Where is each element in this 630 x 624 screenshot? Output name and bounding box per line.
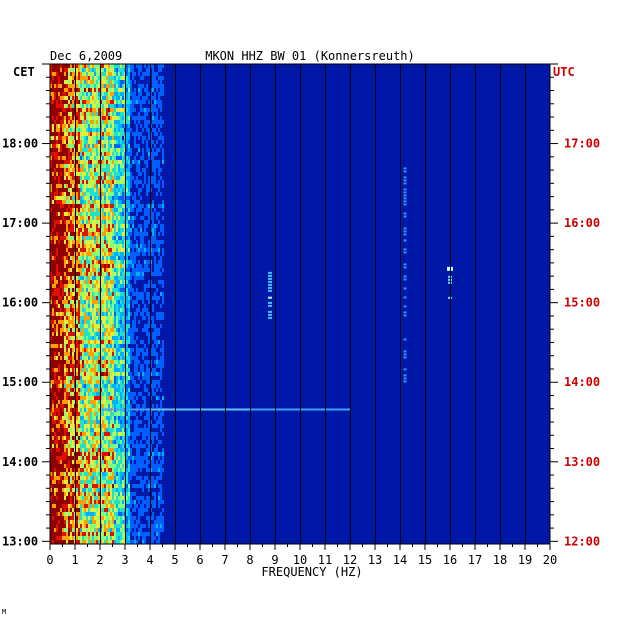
x-tick-label: 2: [96, 553, 103, 567]
x-tick-label: 18: [493, 553, 507, 567]
left-tick-label: 18:00: [2, 137, 38, 151]
right-tick-label: 17:00: [564, 137, 600, 151]
left-time-axis: 13:00 14:00 15:00 16:00 17:00 18:00: [2, 63, 50, 548]
x-tick-label: 0: [46, 553, 53, 567]
right-tick-label: 15:00: [564, 296, 600, 310]
x-tick-label: 11: [318, 553, 332, 567]
x-tick-label: 4: [146, 553, 153, 567]
x-tick-label: 1: [71, 553, 78, 567]
right-tick-label: 12:00: [564, 534, 600, 548]
right-tick-label: 16:00: [564, 216, 600, 230]
x-tick-label: 10: [293, 553, 307, 567]
x-tick-label: 16: [443, 553, 457, 567]
left-timezone-label: CET: [13, 65, 35, 79]
x-tick-label: 12: [343, 553, 357, 567]
left-tick-label: 16:00: [2, 296, 38, 310]
footer-mark: M: [2, 608, 6, 616]
left-tick-label: 13:00: [2, 534, 38, 548]
left-tick-label: 14:00: [2, 455, 38, 469]
right-time-axis: 12:00 13:00 14:00 15:00 16:00 17:00: [550, 63, 600, 548]
x-tick-label: 17: [468, 553, 482, 567]
x-tick-label: 13: [368, 553, 382, 567]
chart-title: MKON HHZ BW 01 (Konnersreuth): [205, 49, 415, 63]
x-axis-label: FREQUENCY (HZ): [261, 565, 362, 579]
x-axis-ticks: 0 1 2 3 4 5 6 7 8 9 10 11 12 13 14 15 16 17 18 19 20: [46, 544, 557, 567]
left-tick-label: 17:00: [2, 216, 38, 230]
x-tick-label: 15: [418, 553, 432, 567]
x-tick-label: 9: [271, 553, 278, 567]
left-tick-label: 15:00: [2, 375, 38, 389]
x-tick-label: 20: [543, 553, 557, 567]
x-tick-label: 8: [246, 553, 253, 567]
x-tick-label: 3: [121, 553, 128, 567]
x-tick-label: 6: [196, 553, 203, 567]
date-label: Dec 6,2009: [50, 49, 122, 63]
x-tick-label: 5: [171, 553, 178, 567]
right-tick-label: 13:00: [564, 455, 600, 469]
x-tick-label: 7: [221, 553, 228, 567]
frequency-gridlines: [75, 64, 526, 544]
x-tick-label: 19: [518, 553, 532, 567]
x-tick-label: 14: [393, 553, 407, 567]
right-timezone-label: UTC: [553, 65, 575, 79]
right-tick-label: 14:00: [564, 375, 600, 389]
